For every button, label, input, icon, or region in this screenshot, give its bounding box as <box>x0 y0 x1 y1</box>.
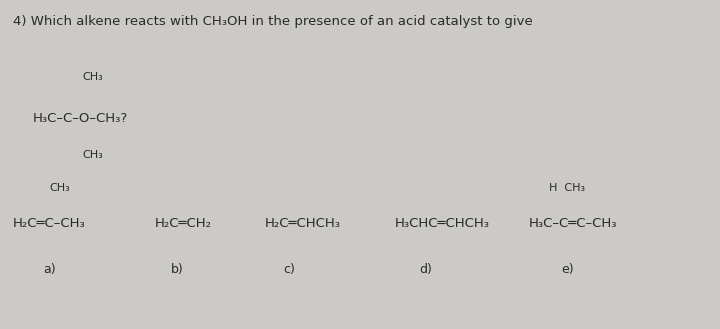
Text: e): e) <box>562 263 575 276</box>
Text: CH₃: CH₃ <box>83 72 104 82</box>
Text: CH₃: CH₃ <box>83 150 104 160</box>
Text: CH₃: CH₃ <box>49 183 70 192</box>
Text: H₃C–C–O–CH₃?: H₃C–C–O–CH₃? <box>32 112 127 125</box>
Text: H₂C═C–CH₃: H₂C═C–CH₃ <box>13 217 86 230</box>
Text: H₃CHC═CHCH₃: H₃CHC═CHCH₃ <box>395 217 490 230</box>
Text: a): a) <box>43 263 56 276</box>
Text: 4) Which alkene reacts with CH₃OH in the presence of an acid catalyst to give: 4) Which alkene reacts with CH₃OH in the… <box>13 15 533 28</box>
Text: H₃C–C═C–CH₃: H₃C–C═C–CH₃ <box>529 217 618 230</box>
Text: H  CH₃: H CH₃ <box>549 183 585 192</box>
Text: H₂C═CHCH₃: H₂C═CHCH₃ <box>265 217 341 230</box>
Text: c): c) <box>283 263 294 276</box>
Text: b): b) <box>171 263 184 276</box>
Text: d): d) <box>419 263 432 276</box>
Text: H₂C═CH₂: H₂C═CH₂ <box>155 217 212 230</box>
